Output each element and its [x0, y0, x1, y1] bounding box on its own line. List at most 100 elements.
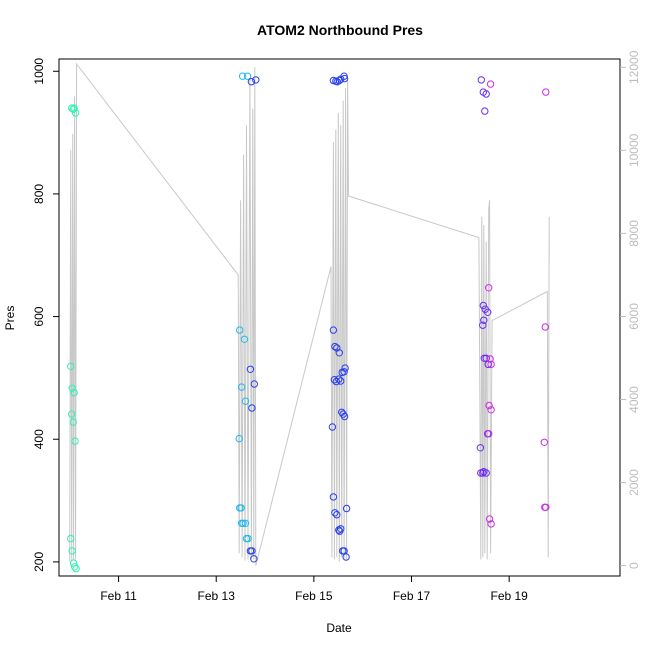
data-point	[481, 107, 489, 115]
data-point	[487, 360, 495, 369]
data-point	[541, 323, 549, 331]
data-point	[68, 410, 76, 418]
data-point	[540, 438, 548, 446]
data-point	[241, 519, 250, 527]
y2-tick-label: 6000	[627, 303, 641, 330]
data-point	[67, 362, 75, 370]
data-point	[70, 104, 78, 112]
data-point	[243, 72, 252, 80]
data-point	[72, 564, 80, 573]
data-point	[482, 469, 490, 477]
right-axis-series	[69, 62, 550, 566]
y-tick-label: 1000	[32, 58, 46, 85]
data-point	[332, 377, 340, 386]
data-line	[69, 62, 550, 566]
data-point	[68, 384, 76, 392]
data-point	[329, 493, 338, 501]
data-point	[70, 563, 79, 571]
data-point	[340, 74, 349, 83]
data-point	[485, 401, 493, 410]
data-point	[480, 316, 488, 324]
data-point	[480, 354, 488, 362]
x-tick-label: Feb 13	[198, 589, 236, 603]
data-point	[482, 90, 490, 98]
y-tick-label: 600	[32, 306, 46, 326]
data-point	[479, 469, 487, 477]
data-point	[331, 342, 339, 351]
data-point	[542, 503, 550, 511]
y2-tick-label: 2000	[627, 469, 641, 496]
data-point	[328, 423, 337, 431]
data-point	[68, 547, 76, 555]
data-point	[329, 326, 338, 334]
data-point	[486, 355, 494, 363]
x-tick-label: Feb 15	[295, 589, 333, 603]
data-point	[335, 76, 343, 85]
data-point	[479, 321, 487, 329]
data-point	[487, 406, 495, 414]
y2-tick-label: 0	[627, 562, 641, 569]
data-point	[335, 375, 343, 383]
data-point	[487, 520, 495, 528]
data-point	[342, 504, 351, 513]
data-point	[331, 509, 339, 517]
data-point	[237, 383, 246, 391]
data-point	[236, 326, 244, 334]
x-tick-label: Feb 11	[100, 589, 137, 603]
data-point	[247, 78, 256, 86]
data-point	[237, 504, 245, 512]
data-point	[69, 105, 77, 114]
data-point	[485, 284, 493, 292]
data-point	[250, 555, 258, 563]
y2-tick-label: 12000	[627, 50, 641, 84]
axes: Feb 11 Feb 13 Feb 15 Feb 17 Feb 19 200 400 600 8…	[32, 50, 641, 603]
data-point	[250, 380, 259, 388]
data-point	[335, 526, 343, 534]
data-point	[340, 412, 349, 421]
data-point	[340, 368, 348, 376]
data-point	[485, 515, 494, 523]
data-point	[476, 444, 485, 452]
data-point	[484, 308, 492, 316]
x-tick-label: Feb 17	[393, 589, 431, 603]
data-point	[68, 104, 76, 112]
data-point	[477, 76, 485, 84]
data-point	[70, 388, 78, 397]
y2-tick-label: 10000	[627, 133, 641, 167]
y-tick-label: 200	[32, 552, 46, 572]
data-point	[71, 437, 79, 445]
data-point	[238, 72, 247, 80]
data-point	[486, 80, 495, 88]
x-tick-label: Feb 19	[490, 589, 528, 603]
data-point	[335, 349, 343, 357]
data-point	[67, 534, 75, 543]
data-point	[333, 511, 341, 519]
chart-title: ATOM2 Northbound Pres	[257, 22, 423, 38]
pres-series	[67, 72, 550, 573]
y-tick-label: 400	[32, 429, 46, 449]
data-point	[248, 404, 256, 412]
y2-tick-label: 8000	[627, 220, 641, 247]
data-point	[241, 397, 250, 405]
data-point	[336, 527, 344, 535]
data-point	[542, 88, 550, 96]
data-point	[242, 534, 251, 543]
data-point	[485, 430, 493, 438]
data-point	[239, 519, 247, 527]
data-point	[479, 301, 487, 310]
data-point	[341, 364, 349, 372]
y-axis-label: Pres	[3, 306, 17, 331]
data-point	[69, 418, 77, 426]
data-point	[240, 335, 249, 343]
x-axis-label: Date	[326, 621, 352, 635]
data-point	[246, 365, 255, 373]
data-point	[235, 434, 243, 443]
y-tick-label: 800	[32, 184, 46, 204]
data-point	[71, 109, 80, 117]
y2-tick-label: 4000	[627, 386, 641, 413]
data-point	[252, 76, 260, 84]
data-point	[337, 377, 345, 385]
data-point	[342, 553, 350, 561]
data-point	[244, 534, 252, 543]
